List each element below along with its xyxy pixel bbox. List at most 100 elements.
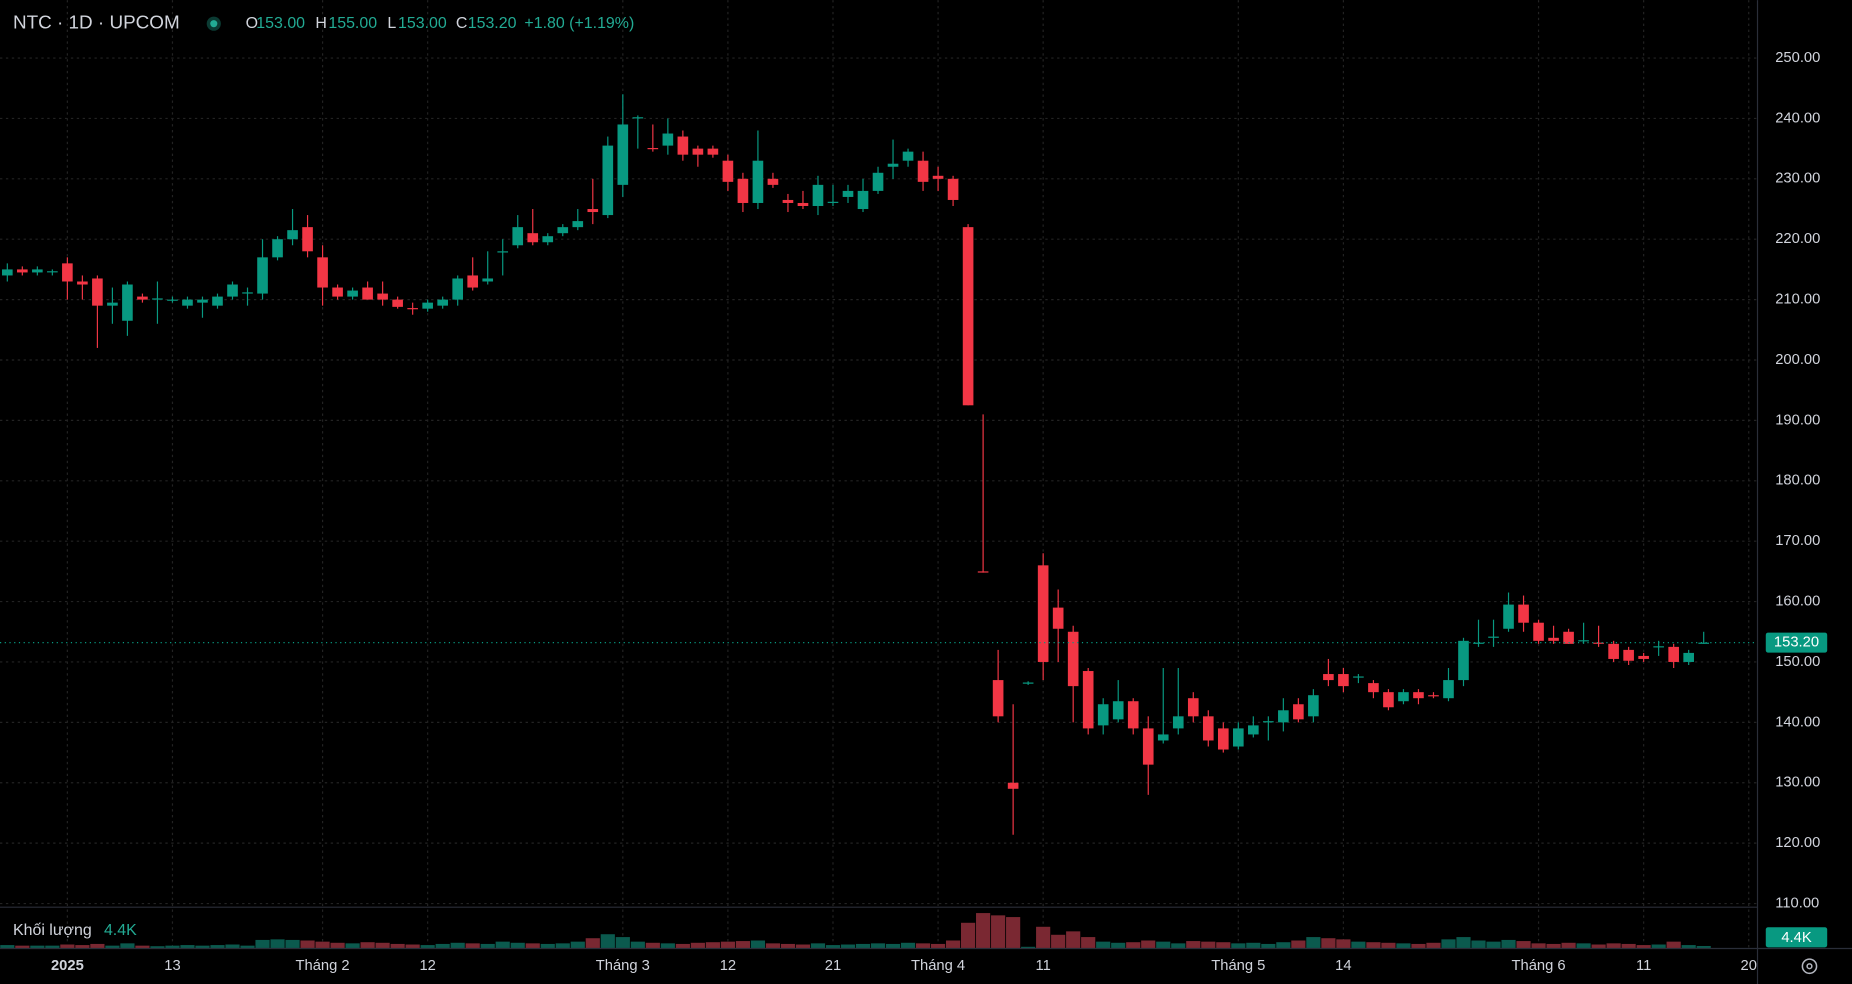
volume-bar — [840, 944, 856, 949]
volume-bar — [855, 943, 871, 949]
x-tick-label: 2025 — [51, 958, 84, 974]
volume-bar — [900, 942, 916, 949]
candle-body — [572, 221, 584, 228]
volume-bar — [540, 943, 555, 949]
candle-body — [962, 227, 974, 406]
y-tick-label: 240.00 — [1775, 110, 1820, 126]
volume-bar — [165, 945, 180, 949]
volume-bar — [1111, 942, 1126, 949]
volume-bar — [1396, 943, 1411, 949]
y-tick-label: 160.00 — [1775, 593, 1820, 609]
candle-body — [152, 298, 163, 300]
high-value: 155.00 — [328, 15, 377, 32]
volume-bar — [1486, 941, 1501, 949]
volume-bar — [1201, 941, 1216, 949]
volume-bar — [1141, 940, 1156, 949]
volume-bar — [405, 944, 420, 949]
volume-bar — [1456, 937, 1471, 949]
candle-body — [482, 278, 494, 282]
candle-body — [77, 281, 88, 285]
candle-body — [1473, 642, 1484, 644]
x-tick-label: 20 — [1741, 958, 1757, 974]
volume-bar — [1666, 941, 1681, 949]
volume-bar — [810, 943, 826, 949]
volume-bar — [1471, 940, 1486, 949]
volume-bar — [1306, 937, 1321, 949]
low-value: 153.00 — [398, 15, 447, 32]
volume-bar — [1636, 945, 1651, 949]
x-tick-label: 11 — [1636, 958, 1651, 974]
volume-bar — [1006, 917, 1021, 949]
x-tick-label: 12 — [720, 958, 736, 974]
volume-bar — [600, 934, 615, 949]
candle-body — [1428, 695, 1439, 697]
candle-body — [1067, 631, 1079, 687]
y-tick-label: 210.00 — [1775, 292, 1820, 308]
candle-body — [1548, 637, 1559, 641]
y-tick-label: 220.00 — [1775, 231, 1820, 247]
candle-body — [1172, 716, 1184, 729]
symbol[interactable]: NTC · 1D · UPCOM — [13, 13, 180, 34]
x-tick-label: 14 — [1335, 958, 1351, 974]
candle-body — [1503, 604, 1514, 629]
volume-bar — [765, 943, 781, 949]
volume-bar — [0, 945, 15, 949]
volume-bar — [45, 945, 60, 949]
candle-body — [347, 290, 358, 297]
x-tick-label: Tháng 3 — [596, 958, 650, 974]
candle-body — [47, 271, 58, 273]
volume-bar — [1351, 941, 1366, 949]
candle-body — [1278, 710, 1289, 723]
candle-body — [302, 227, 313, 252]
volume-bar — [1531, 943, 1546, 949]
candle-body — [527, 233, 539, 243]
volume-bar — [976, 913, 991, 949]
candle-body — [1217, 728, 1229, 750]
volume-bar — [1291, 940, 1306, 949]
volume-bar — [945, 940, 961, 949]
candle-body — [857, 190, 869, 210]
volume-bar — [525, 943, 540, 949]
volume-bar — [1621, 943, 1636, 949]
candle-body — [737, 178, 749, 203]
candle-body — [1608, 643, 1619, 659]
volume-bar — [660, 943, 675, 949]
volume-bar — [885, 943, 901, 949]
volume-legend-value: 4.4K — [104, 922, 137, 939]
volume-bar — [1606, 943, 1621, 949]
volume-bar — [495, 941, 510, 949]
candle-body — [782, 199, 794, 203]
candle-body — [1187, 698, 1199, 717]
y-tick-label: 110.00 — [1775, 895, 1819, 911]
y-tick-label: 230.00 — [1775, 171, 1820, 187]
candle-body — [1653, 646, 1664, 648]
open-label: O — [246, 15, 258, 32]
candle-body — [1623, 649, 1634, 661]
volume-bar — [1561, 942, 1576, 949]
price-badge-text: 153.20 — [1774, 635, 1819, 651]
candle-body — [1323, 674, 1334, 681]
x-tick-label: Tháng 4 — [911, 958, 965, 974]
price-badge — [1765, 632, 1828, 653]
marks — [0, 94, 1758, 949]
candle-body — [452, 278, 463, 300]
volume-bar — [1366, 942, 1381, 949]
volume-legend[interactable]: Khối lượng — [13, 922, 92, 939]
candle-body — [2, 269, 13, 276]
candle-body — [257, 257, 268, 294]
volume-badge-text: 4.4K — [1781, 930, 1812, 946]
volume-bar — [645, 942, 660, 949]
volume-bar — [1216, 942, 1231, 949]
candle-body — [1232, 728, 1244, 747]
candle-body — [1248, 725, 1259, 735]
volume-bar — [930, 943, 946, 949]
candle-body — [1112, 701, 1124, 720]
candle-body — [977, 571, 989, 573]
y-tick-label: 190.00 — [1775, 412, 1820, 428]
y-tick-label: 170.00 — [1775, 533, 1820, 549]
candle-body — [1518, 604, 1529, 623]
volume-bar — [390, 943, 405, 949]
candle-body — [647, 148, 659, 150]
settings-icon[interactable] — [1801, 958, 1818, 975]
candle-body — [62, 263, 73, 282]
